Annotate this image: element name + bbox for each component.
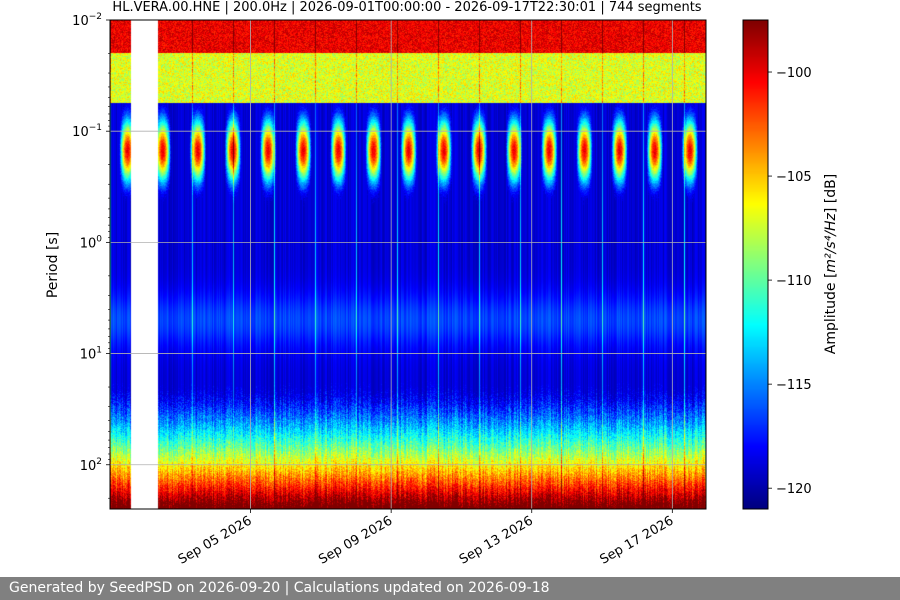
x-axis: Sep 05 2026 Sep 09 2026 Sep 13 2026 Sep 17 … (176, 509, 676, 568)
x-tick-label: Sep 05 2026 (176, 513, 255, 567)
y-tick-label: 100 (80, 234, 103, 251)
chart-title: HL.VERA.00.HNE | 200.0Hz | 2026-09-01T00… (112, 0, 701, 15)
colorbar-gradient (743, 20, 768, 509)
footer-bar: Generated by SeedPSD on 2026-09-20 | Cal… (0, 577, 900, 600)
grid-lines (110, 19, 706, 509)
colorbar-tick-label: −115 (776, 378, 812, 393)
colorbar-label-suffix: ] [dB] (823, 174, 839, 213)
colorbar-label-units: m²/s⁴/Hz (823, 212, 839, 272)
colorbar-frame (742, 19, 769, 510)
y-tick-label: 10−1 (72, 123, 102, 140)
y-axis-label: Period [s] (45, 232, 61, 298)
colorbar-axis: −100 −105 −110 −115 −120 (768, 66, 812, 497)
colorbar-tick-label: −120 (776, 482, 812, 497)
colorbar-label-prefix: Amplitude [ (823, 273, 839, 355)
y-axis: 10−2 10−1 100 101 102 (72, 12, 110, 499)
y-tick-label: 101 (80, 346, 102, 363)
x-tick-label: Sep 17 2026 (597, 513, 676, 567)
colorbar-label: Amplitude [m²/s⁴/Hz] [dB] (823, 174, 839, 354)
plot-area (109, 19, 707, 510)
x-tick-label: Sep 09 2026 (316, 513, 395, 567)
y-tick-label: 10−2 (72, 12, 102, 29)
y-tick-label: 102 (80, 457, 102, 474)
colorbar-tick-label: −105 (776, 170, 812, 185)
colorbar-tick-label: −100 (776, 66, 812, 81)
heatmap-image (110, 20, 706, 509)
colorbar-tick-label: −110 (776, 274, 812, 289)
x-tick-label: Sep 13 2026 (457, 513, 536, 567)
colorbar: −100 −105 −110 −115 −120 Amplitude [m²/s⁴/Hz… (742, 19, 839, 510)
plot-frame (109, 19, 707, 510)
footer-text: Generated by SeedPSD on 2026-09-20 | Cal… (9, 580, 550, 596)
